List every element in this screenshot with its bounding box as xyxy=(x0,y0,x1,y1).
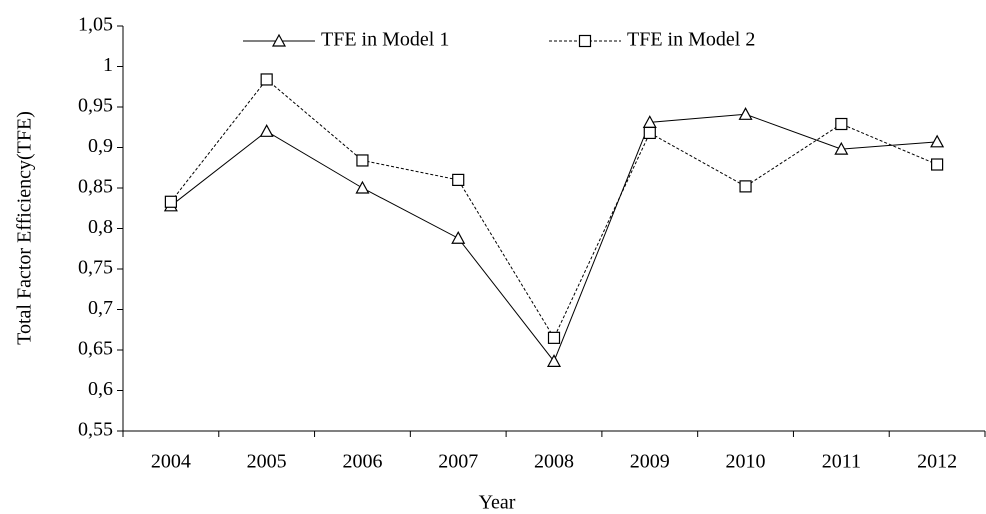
legend-label: TFE in Model 1 xyxy=(321,29,449,51)
data-point xyxy=(356,154,369,167)
x-tick-label: 2009 xyxy=(630,451,670,473)
x-axis-label: Year xyxy=(479,492,516,514)
data-point xyxy=(164,195,177,208)
x-tick-label: 2004 xyxy=(151,451,191,473)
series-line xyxy=(170,78,938,339)
legend-label: TFE in Model 2 xyxy=(627,29,755,51)
legend-marker xyxy=(271,33,287,47)
y-tick-label: 0,8 xyxy=(88,216,113,238)
data-point xyxy=(260,73,273,86)
x-tick-label: 2005 xyxy=(247,451,287,473)
x-tick-label: 2012 xyxy=(917,451,957,473)
data-point xyxy=(930,134,945,148)
data-point xyxy=(259,124,274,137)
data-point xyxy=(834,141,849,155)
data-point xyxy=(835,117,848,131)
y-tick-label: 0,7 xyxy=(88,297,113,319)
data-point xyxy=(739,180,752,193)
x-tick-label: 2006 xyxy=(342,451,382,473)
x-tick-label: 2007 xyxy=(438,451,478,473)
x-tick-label: 2011 xyxy=(822,451,861,473)
y-tick-label: 1 xyxy=(103,54,113,76)
legend-marker xyxy=(578,34,592,48)
data-point xyxy=(452,173,465,186)
y-tick-label: 0,6 xyxy=(88,378,113,400)
x-tick-label: 2010 xyxy=(726,451,766,473)
y-tick-label: 0,85 xyxy=(78,176,113,198)
data-point xyxy=(643,126,656,140)
data-point xyxy=(546,354,562,367)
y-tick-label: 0,55 xyxy=(78,419,113,441)
y-tick-label: 0,65 xyxy=(78,338,113,360)
y-tick-label: 0,9 xyxy=(88,135,113,157)
data-point xyxy=(738,107,753,120)
data-point xyxy=(451,230,466,244)
x-tick-label: 2008 xyxy=(534,451,574,473)
data-point xyxy=(931,158,944,171)
y-tick-label: 0,95 xyxy=(78,95,113,117)
y-tick-label: 0,75 xyxy=(78,257,113,279)
series-line xyxy=(170,113,938,363)
data-point xyxy=(355,180,370,194)
y-axis-label: Total Factor Efficiency(TFE) xyxy=(14,111,36,345)
y-tick-label: 1,05 xyxy=(78,14,113,36)
data-point xyxy=(547,331,561,344)
